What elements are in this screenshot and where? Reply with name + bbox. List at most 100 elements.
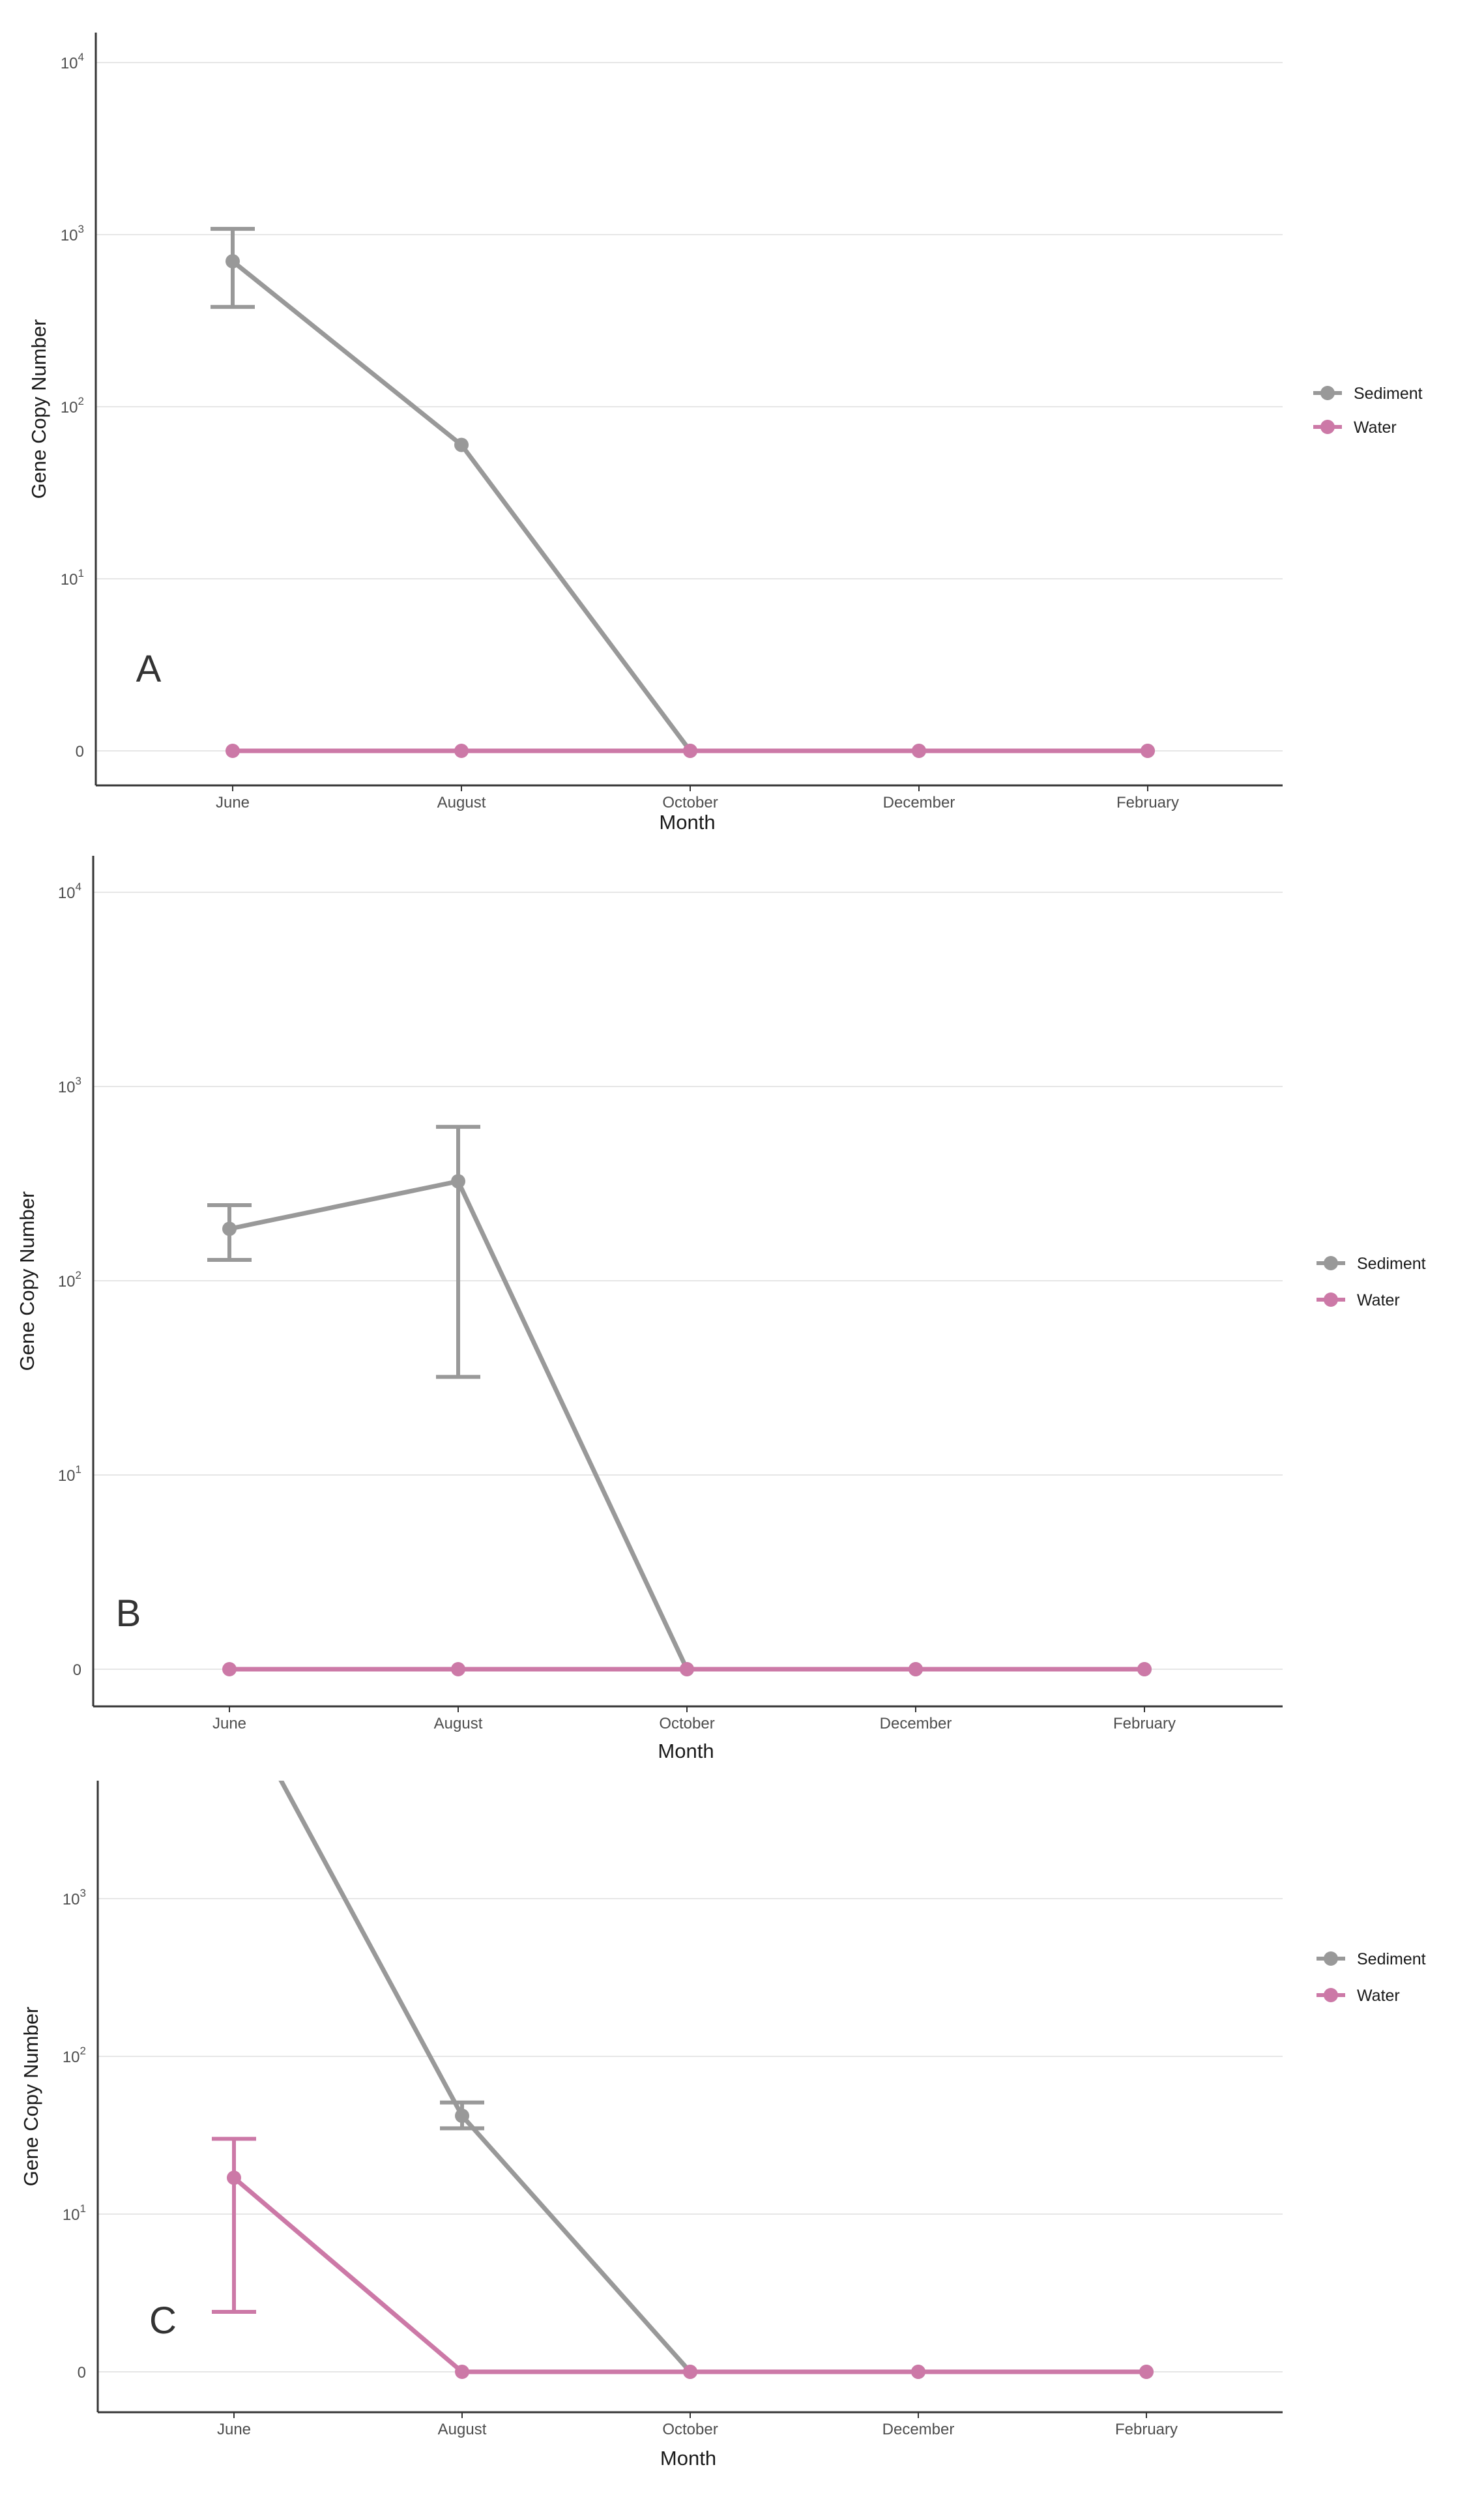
- x-tick-label: August: [437, 794, 486, 811]
- data-point: [683, 2365, 697, 2379]
- y-tick-label: 104: [61, 51, 84, 72]
- legend: Sediment Water: [1317, 1255, 1426, 1309]
- y-tick-base: 10: [61, 55, 78, 72]
- y-tick-exponent: 1: [76, 1463, 81, 1476]
- legend-key-point: [1324, 1988, 1338, 2002]
- error-bar: [436, 1124, 480, 1379]
- data-point: [455, 2365, 469, 2379]
- data-point: [1141, 744, 1155, 758]
- y-tick-label: 103: [61, 223, 84, 244]
- y-tick-base: 10: [61, 571, 78, 589]
- x-tick-label: October: [662, 2421, 718, 2438]
- panel-label: C: [149, 2299, 177, 2342]
- y-tick-exponent: 3: [78, 223, 84, 235]
- y-tick-label: 0: [78, 2364, 86, 2382]
- x-axis-title: Month: [658, 1740, 714, 1762]
- x-tick-label: October: [662, 794, 718, 811]
- legend: Sediment Water: [1313, 385, 1423, 437]
- legend-item-sediment: Sediment: [1313, 385, 1423, 403]
- y-tick-label: 102: [61, 395, 84, 416]
- legend-label: Sediment: [1357, 1255, 1426, 1273]
- data-point: [222, 1221, 237, 1236]
- x-tick-label: August: [434, 1715, 483, 1732]
- x-tick-label: December: [882, 2421, 955, 2438]
- y-tick-exponent: 4: [78, 51, 84, 63]
- y-tick-base: 10: [58, 1079, 76, 1096]
- data-point: [683, 744, 697, 758]
- error-bar: [212, 2137, 256, 2314]
- x-axis-title: Month: [660, 2447, 716, 2470]
- y-tick-label: 0: [73, 1661, 81, 1679]
- legend-key-point: [1324, 1951, 1338, 1966]
- data-point: [909, 1662, 923, 1676]
- y-tick-label: 101: [58, 1463, 81, 1485]
- legend-label: Sediment: [1354, 385, 1423, 403]
- legend: Sediment Water: [1317, 1950, 1426, 2005]
- legend-item-sediment: Sediment: [1317, 1950, 1426, 1968]
- x-tick-label: December: [880, 1715, 952, 1732]
- legend-item-water: Water: [1313, 418, 1397, 437]
- x-tick-label: February: [1115, 2421, 1178, 2438]
- y-tick-label: 102: [63, 2045, 86, 2066]
- y-tick-base: 10: [61, 399, 78, 416]
- y-tick-exponent: 2: [76, 1269, 81, 1281]
- plot-area: [212, 1781, 1154, 2379]
- x-tick-label: June: [216, 794, 250, 811]
- data-point: [227, 2170, 241, 2185]
- y-axis-title: Gene Copy Number: [20, 2007, 42, 2187]
- y-tick-exponent: 2: [78, 395, 84, 407]
- y-tick-base: 10: [58, 1467, 76, 1485]
- legend-key-point: [1320, 420, 1335, 434]
- x-axis-title: Month: [659, 811, 715, 834]
- y-tick-base: 10: [63, 1891, 80, 1908]
- y-axis-title: Gene Copy Number: [27, 319, 50, 499]
- legend-item-sediment: Sediment: [1317, 1255, 1426, 1273]
- data-point: [451, 1662, 465, 1676]
- y-tick-exponent: 1: [80, 2202, 86, 2215]
- x-tick-label: February: [1113, 1715, 1176, 1732]
- x-tick-label: February: [1116, 794, 1179, 811]
- data-point: [226, 744, 240, 758]
- data-point: [680, 1662, 694, 1676]
- y-tick-exponent: 1: [78, 567, 84, 579]
- legend-key-point: [1320, 386, 1335, 400]
- plot-area: [207, 1124, 1152, 1676]
- data-point: [912, 744, 926, 758]
- legend-item-water: Water: [1317, 1987, 1400, 2005]
- data-point: [454, 744, 469, 758]
- x-tick-label: June: [212, 1715, 246, 1732]
- legend-label: Water: [1357, 1987, 1400, 2005]
- panel-label: B: [116, 1592, 141, 1635]
- legend-label: Water: [1357, 1291, 1400, 1309]
- y-tick-exponent: 3: [76, 1075, 81, 1087]
- x-tick-label: October: [659, 1715, 714, 1732]
- y-tick-label: 103: [63, 1887, 86, 1908]
- data-point: [222, 1662, 237, 1676]
- legend-key-point: [1324, 1292, 1338, 1307]
- y-tick-label: 104: [58, 881, 81, 902]
- series-water: [212, 2137, 1154, 2379]
- y-tick-base: 10: [58, 1273, 76, 1291]
- y-tick-base: 10: [63, 2206, 80, 2224]
- y-tick-label: 103: [58, 1075, 81, 1096]
- legend-item-water: Water: [1317, 1291, 1400, 1309]
- panel-label: A: [136, 648, 162, 690]
- x-tick-label: June: [217, 2421, 251, 2438]
- y-tick-base: 10: [61, 227, 78, 244]
- legend-label: Water: [1354, 418, 1397, 437]
- data-point: [455, 2109, 469, 2123]
- y-tick-exponent: 3: [80, 1887, 86, 1899]
- y-tick-exponent: 4: [76, 881, 81, 893]
- data-point: [911, 2365, 925, 2379]
- y-tick-label: 101: [61, 567, 84, 589]
- y-tick-exponent: 2: [80, 2045, 86, 2057]
- x-tick-label: August: [438, 2421, 487, 2438]
- data-point: [1139, 2365, 1154, 2379]
- x-tick-label: December: [883, 794, 955, 811]
- series-water: [222, 1662, 1152, 1676]
